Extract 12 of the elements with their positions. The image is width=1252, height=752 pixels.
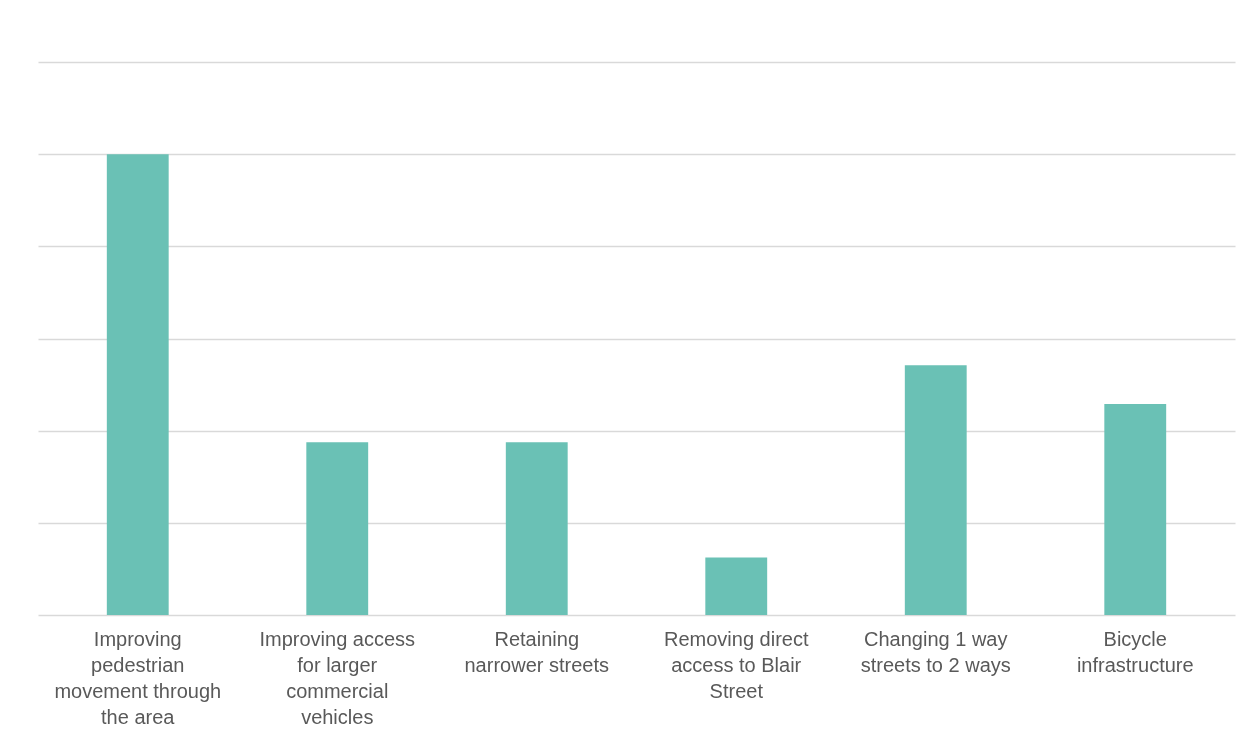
x-tick-label: Bicycle infrastructure xyxy=(1076,627,1194,676)
bar xyxy=(306,442,369,615)
x-tick-label: Retaining narrower streets xyxy=(464,627,609,676)
bar xyxy=(106,154,169,615)
bar xyxy=(505,442,568,615)
x-tick-label: Improving access for larger commercial vehicles xyxy=(259,627,416,728)
bar xyxy=(705,557,768,615)
x-tick-label: Improving pedestrian movement through the area xyxy=(54,627,222,728)
x-tick-label: Removing direct access to Blair Street xyxy=(663,627,809,702)
x-tick-label: Changing 1 way streets to 2 ways xyxy=(860,627,1011,676)
bar xyxy=(1104,403,1167,615)
bar xyxy=(904,365,967,615)
